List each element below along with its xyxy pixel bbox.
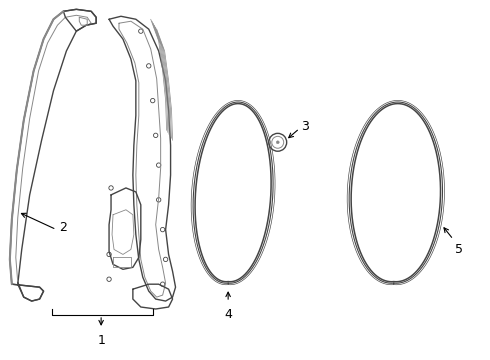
Circle shape: [276, 141, 279, 144]
Text: 4: 4: [224, 308, 232, 321]
Text: 2: 2: [59, 221, 67, 234]
Text: 1: 1: [97, 334, 105, 347]
Text: 3: 3: [301, 120, 310, 133]
Text: 5: 5: [455, 243, 464, 256]
